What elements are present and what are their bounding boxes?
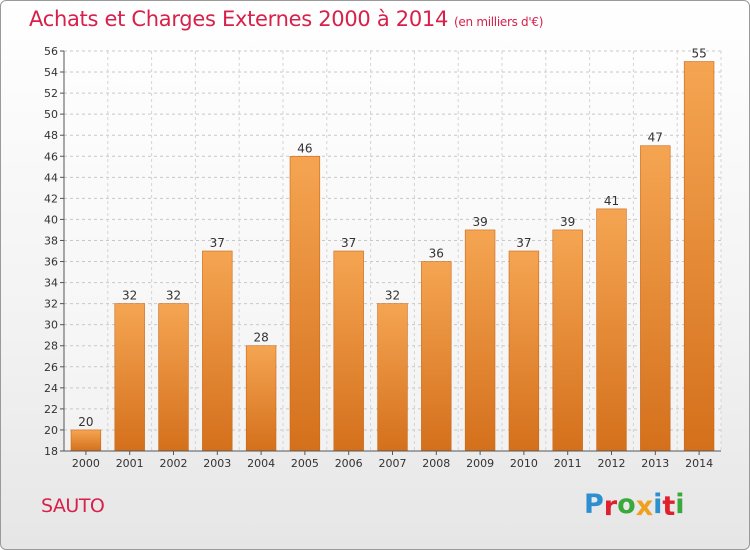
logo-letter: r bbox=[603, 491, 618, 522]
bar-2008 bbox=[421, 261, 452, 452]
data-label: 36 bbox=[429, 247, 444, 261]
x-tick-label: 2002 bbox=[160, 457, 188, 470]
y-tick-label: 44 bbox=[44, 171, 58, 184]
chart-subtitle: (en milliers d'€) bbox=[454, 15, 544, 29]
chart-title: Achats et Charges Externes 2000 à 2014 (e… bbox=[29, 7, 543, 31]
data-label: 32 bbox=[385, 289, 400, 303]
bar-2010 bbox=[508, 250, 540, 452]
y-tick-label: 18 bbox=[44, 445, 58, 458]
x-tick-label: 2012 bbox=[598, 457, 626, 470]
x-tick-label: 2000 bbox=[72, 457, 100, 470]
data-label: 41 bbox=[604, 194, 619, 208]
data-label: 20 bbox=[78, 415, 93, 429]
bar-2009 bbox=[464, 229, 496, 452]
x-tick-label: 2007 bbox=[379, 457, 407, 470]
bar-2004 bbox=[245, 345, 277, 452]
location-label: SAUTO bbox=[41, 495, 105, 517]
bar-2012 bbox=[596, 208, 627, 452]
bar-2005 bbox=[289, 155, 321, 452]
data-label: 37 bbox=[516, 236, 531, 250]
bar-2011 bbox=[552, 229, 583, 452]
y-tick-label: 22 bbox=[44, 403, 58, 416]
y-tick-label: 42 bbox=[44, 192, 58, 205]
proxiti-logo: Proxiti bbox=[584, 489, 685, 522]
bar-2001 bbox=[114, 303, 145, 452]
bar-2007 bbox=[377, 303, 408, 452]
y-tick-label: 46 bbox=[44, 150, 58, 163]
y-tick-label: 30 bbox=[44, 319, 58, 332]
data-label: 37 bbox=[341, 236, 356, 250]
title-text: Achats et Charges Externes 2000 à 2014 bbox=[29, 7, 449, 31]
data-label: 55 bbox=[691, 47, 706, 61]
y-tick-label: 52 bbox=[44, 87, 58, 100]
logo-letter: x bbox=[635, 491, 654, 522]
x-tick-label: 2006 bbox=[335, 457, 363, 470]
axes bbox=[60, 50, 721, 455]
data-label: 39 bbox=[560, 215, 575, 229]
bar-2002 bbox=[158, 303, 189, 452]
y-tick-label: 48 bbox=[44, 129, 58, 142]
y-tick-label: 28 bbox=[44, 340, 58, 353]
labels: 18 20 22 24 26 28 30 32 34 36 38 40 42 44 46 48 50 52 54 56… bbox=[44, 45, 713, 470]
y-tick-label: 56 bbox=[44, 45, 58, 58]
x-tick-label: 2008 bbox=[422, 457, 450, 470]
y-tick-label: 38 bbox=[44, 234, 58, 247]
x-tick-label: 2013 bbox=[641, 457, 669, 470]
data-label: 37 bbox=[210, 236, 225, 250]
x-tick-label: 2014 bbox=[685, 457, 713, 470]
data-label: 46 bbox=[297, 141, 312, 155]
y-tick-label: 32 bbox=[44, 298, 58, 311]
bar-2014 bbox=[683, 61, 715, 452]
data-label: 39 bbox=[472, 215, 487, 229]
y-tick-label: 36 bbox=[44, 256, 58, 269]
y-tick-label: 50 bbox=[44, 108, 58, 121]
y-tick-label: 34 bbox=[44, 277, 58, 290]
y-tick-label: 26 bbox=[44, 361, 58, 374]
x-tick-label: 2005 bbox=[291, 457, 319, 470]
x-tick-label: 2010 bbox=[510, 457, 538, 470]
data-label: 32 bbox=[166, 289, 181, 303]
data-label: 32 bbox=[122, 289, 137, 303]
y-tick-label: 40 bbox=[44, 213, 58, 226]
logo-letter: i bbox=[653, 489, 663, 520]
bar-2006 bbox=[333, 250, 364, 452]
x-tick-label: 2003 bbox=[203, 457, 231, 470]
data-label: 47 bbox=[648, 131, 663, 145]
bars bbox=[70, 61, 715, 452]
x-tick-label: 2011 bbox=[554, 457, 582, 470]
x-tick-label: 2004 bbox=[247, 457, 275, 470]
logo-letter: P bbox=[584, 489, 604, 520]
y-tick-label: 24 bbox=[44, 382, 58, 395]
bar-2003 bbox=[202, 250, 233, 452]
logo-letter: i bbox=[675, 489, 685, 520]
logo-letter: o bbox=[617, 489, 636, 520]
logo-letter: t bbox=[662, 491, 676, 522]
bar-2013 bbox=[640, 145, 671, 452]
x-tick-label: 2001 bbox=[116, 457, 144, 470]
data-label: 28 bbox=[253, 331, 268, 345]
y-tick-label: 54 bbox=[44, 66, 58, 79]
y-tick-label: 20 bbox=[44, 424, 58, 437]
x-tick-label: 2009 bbox=[466, 457, 494, 470]
bar-2000 bbox=[70, 429, 102, 452]
